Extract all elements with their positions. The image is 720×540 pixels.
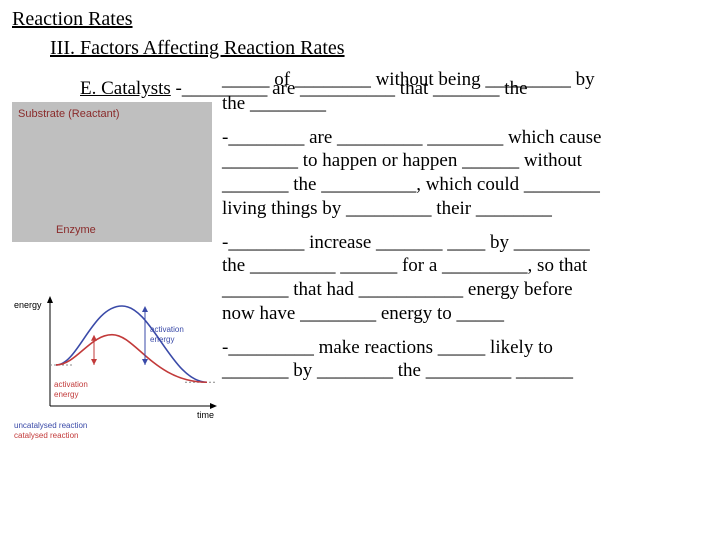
svg-text:energy: energy [14,300,42,310]
p1-line-b: the ________ [222,92,708,116]
p4-line-b: _______ by ________ the _________ ______ [222,359,708,383]
p4-line-a: -_________ make reactions _____ likely t… [222,336,708,360]
chart-svg: activationenergyactivationenergyenergyti… [12,286,227,441]
svg-text:uncatalysed reaction: uncatalysed reaction [14,421,87,430]
para-1: _____ of ________ without being ________… [222,68,708,116]
p2-line-b: ________ to happen or happen ______ with… [222,149,708,173]
p2-line-a: -________ are _________ ________ which c… [222,126,708,150]
p1-line-a: _____ of ________ without being ________… [222,68,708,92]
svg-text:activation: activation [54,380,88,389]
p3-line-d: now have ________ energy to _____ [222,302,708,326]
svg-text:activation: activation [150,325,184,334]
svg-text:energy: energy [54,390,78,399]
enzyme-label: Enzyme [56,224,96,236]
section-label: E. Catalysts [80,78,171,99]
p2-line-c: _______ the __________, which could ____… [222,173,708,197]
para-4: -_________ make reactions _____ likely t… [222,336,708,384]
subtitle: III. Factors Affecting Reaction Rates [0,31,720,60]
left-column: Substrate (Reactant) Enzyme activationen… [12,102,212,242]
svg-text:time: time [197,410,214,420]
page-title: Reaction Rates [0,0,720,31]
svg-text:energy: energy [150,335,174,344]
para-2: -________ are _________ ________ which c… [222,126,708,221]
para-3: -________ increase _______ ____ by _____… [222,231,708,326]
p3-line-a: -________ increase _______ ____ by _____… [222,231,708,255]
content: E. Catalysts -_________ are __________ t… [0,68,720,100]
substrate-label: Substrate (Reactant) [18,108,120,120]
body-text: _____ of ________ without being ________… [222,68,708,393]
p3-line-b: the _________ ______ for a _________, so… [222,254,708,278]
energy-chart: activationenergyactivationenergyenergyti… [12,286,227,441]
enzyme-diagram: Substrate (Reactant) Enzyme [12,102,212,242]
svg-text:catalysed reaction: catalysed reaction [14,431,78,440]
p3-line-c: _______ that had ___________ energy befo… [222,278,708,302]
p2-line-d: living things by _________ their _______… [222,197,708,221]
